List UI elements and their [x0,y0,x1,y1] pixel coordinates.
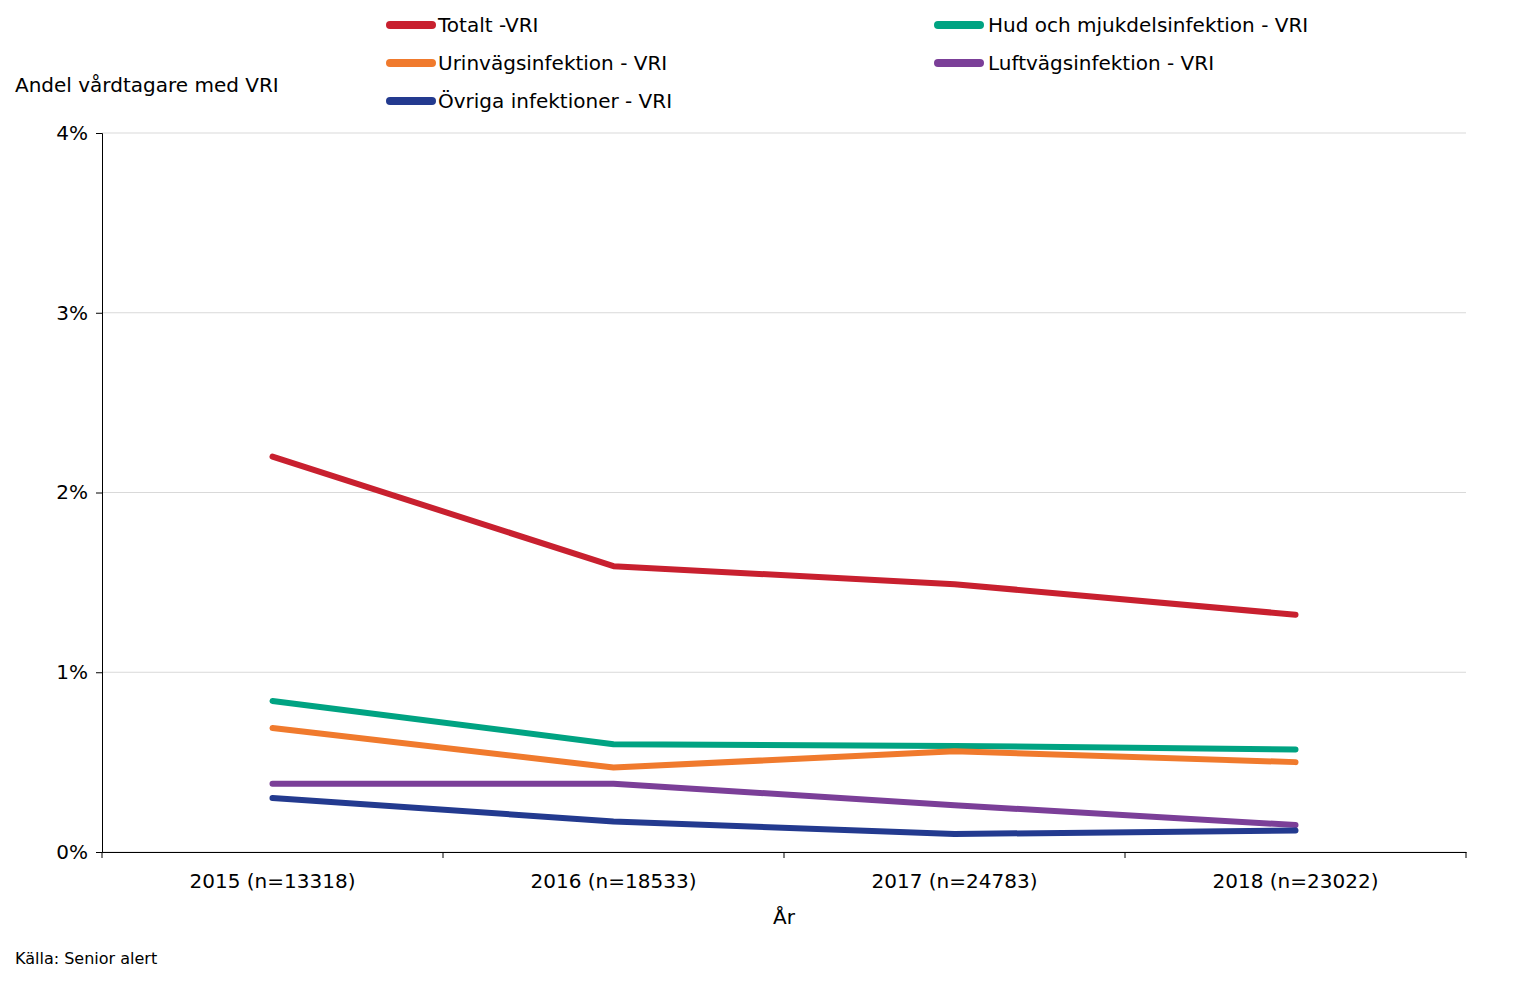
x-category-separator [1125,852,1126,858]
grid-line [102,133,1466,134]
x-category-separator [102,852,103,858]
series-line [273,457,1296,615]
legend-swatch [938,59,980,67]
y-tick: 3% [56,301,102,325]
legend-item: Luftvägsinfektion - VRI [938,51,1214,75]
x-tick: 2017 (n=24783) [872,852,1038,893]
y-tick-mark [96,133,102,134]
legend-item: Totalt -VRI [390,13,538,37]
legend: Totalt -VRI Hud och mjukdelsinfektion - V… [390,13,1308,113]
y-tick: 4% [56,121,102,145]
lines [273,457,1296,834]
legend-swatch [938,21,980,29]
x-category-separator [784,852,785,858]
y-tick: 1% [56,660,102,684]
legend-label: Urinvägsinfektion - VRI [438,51,667,75]
x-category-separator [443,852,444,858]
y-tick-label: 0% [56,840,88,864]
y-tick-label: 4% [56,121,88,145]
y-tick-label: 2% [56,480,88,504]
x-tick-label: 2016 (n=18533) [531,869,697,893]
y-tick-mark [96,493,102,494]
legend-label: Övriga infektioner - VRI [438,89,672,113]
y-tick: 0% [56,840,102,864]
legend-item: Hud och mjukdelsinfektion - VRI [938,13,1308,37]
x-tick: 2015 (n=13318) [190,852,356,893]
x-tick-label: 2018 (n=23022) [1213,869,1379,893]
legend-label: Luftvägsinfektion - VRI [988,51,1214,75]
grid-line [102,492,1466,493]
y-tick-label: 1% [56,660,88,684]
x-tick: 2016 (n=18533) [531,852,697,893]
legend-item: Urinvägsinfektion - VRI [390,51,667,75]
y-tick-mark [96,852,102,853]
legend-label: Totalt -VRI [437,13,538,37]
x-tick: 2018 (n=23022) [1213,852,1379,893]
x-tick-label: 2015 (n=13318) [190,869,356,893]
legend-swatch [390,59,432,67]
legend-swatch [390,21,432,29]
grid [102,133,1466,852]
y-tick-label: 3% [56,301,88,325]
x-axis-title: År [773,905,796,929]
y-axis-line [96,134,103,853]
legend-label: Hud och mjukdelsinfektion - VRI [988,13,1308,37]
series-line [273,798,1296,834]
series-line [273,701,1296,750]
x-tick-label: 2017 (n=24783) [872,869,1038,893]
chart: 0%1%2%3%4%2015 (n=13318)2016 (n=18533)20… [0,0,1524,995]
x-category-separator [1466,852,1467,858]
legend-swatch [390,97,432,105]
series-line [273,728,1296,768]
x-axis: 2015 (n=13318) 2016 (n=18533) 2017 (n=2478… [103,852,1467,893]
grid-line [102,312,1466,313]
source: Källa: Senior alert [15,949,157,968]
y-axis: 0% 1% 2% 3% 4% [56,121,102,864]
legend-item: Övriga infektioner - VRI [390,89,672,113]
y-tick: 2% [56,480,102,504]
series-line [273,784,1296,825]
y-tick-mark [96,672,102,673]
y-axis-title: Andel vårdtagare med VRI [15,73,279,97]
y-tick-mark [96,313,102,314]
grid-line [102,672,1466,673]
